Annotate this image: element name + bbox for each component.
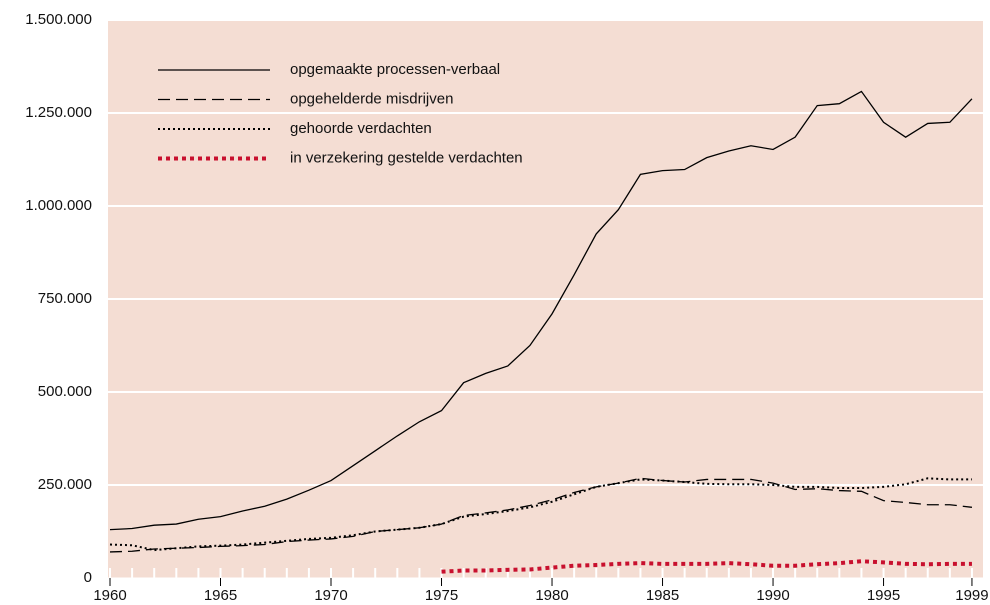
x-tick-label: 1975 xyxy=(425,587,458,604)
y-tick-label: 1.500.000 xyxy=(25,11,92,28)
y-tick-label: 500.000 xyxy=(38,383,92,400)
series-line xyxy=(109,477,972,552)
series-line xyxy=(441,559,972,574)
y-tick-label: 1.250.000 xyxy=(25,104,92,121)
series-line xyxy=(109,90,973,531)
x-tick-label: 1999 xyxy=(955,587,988,604)
x-tick-label: 1965 xyxy=(204,587,237,604)
y-tick-label: 750.000 xyxy=(38,290,92,307)
legend-label: opgehelderde misdrijven xyxy=(290,90,453,107)
x-tick-label: 1995 xyxy=(867,587,900,604)
x-tick-label: 1990 xyxy=(756,587,789,604)
x-tick-label: 1985 xyxy=(646,587,679,604)
x-tick-label: 1960 xyxy=(93,587,126,604)
legend-label: gehoorde verdachten xyxy=(290,120,432,137)
y-tick-label: 1.000.000 xyxy=(25,197,92,214)
x-tick-label: 1970 xyxy=(314,587,347,604)
x-tick-label: 1980 xyxy=(535,587,568,604)
legend-label: opgemaakte processen-verbaal xyxy=(290,61,500,78)
legend-label: in verzekering gestelde verdachten xyxy=(290,149,523,166)
series-line xyxy=(109,477,973,553)
y-tick-label: 250.000 xyxy=(38,476,92,493)
y-tick-label: 0 xyxy=(84,569,92,586)
